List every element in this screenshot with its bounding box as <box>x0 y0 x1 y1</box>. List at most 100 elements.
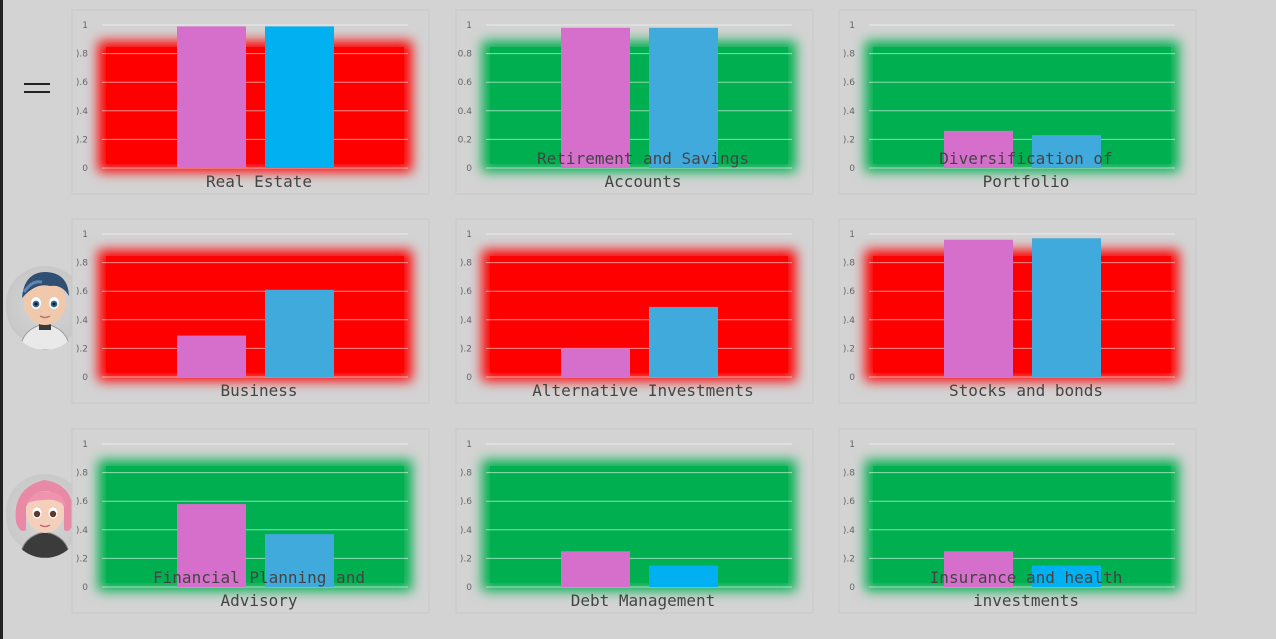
y-tick-label: ).2 <box>843 135 855 145</box>
category-label: Stocks and bonds <box>949 381 1103 400</box>
y-tick-label: 0 <box>849 164 855 174</box>
y-tick-label: ).2 <box>76 344 88 354</box>
y-tick-label: 1 <box>849 230 855 240</box>
category-label: Business <box>220 381 297 400</box>
y-tick-label: 0 <box>849 373 855 383</box>
y-tick-label: ).6 <box>843 497 855 507</box>
y-tick-label: 0.4 <box>458 107 473 117</box>
risk-background-core <box>873 466 1171 583</box>
bar-series-1 <box>944 239 1013 377</box>
y-tick-label: ).6 <box>76 78 88 88</box>
y-tick-label: ).8 <box>843 259 855 269</box>
category-label: investments <box>973 591 1079 610</box>
category-label: Diversification of <box>939 149 1112 168</box>
pink-hair-girl-avatar-icon[interactable] <box>6 470 84 558</box>
category-label: Advisory <box>220 591 297 610</box>
chart-2: 0 0.2 0.4 0.6 0.8 1 Retirement and Savings Acco… <box>455 9 814 195</box>
risk-background-core <box>873 47 1171 164</box>
y-tick-label: 0 <box>82 164 88 174</box>
category-label: Alternative Investments <box>532 381 754 400</box>
y-tick-label: ).2 <box>76 554 88 564</box>
chart-8: 0 ).2 ).4 ).6 ).8 1 Debt Management <box>455 428 814 614</box>
category-label: Retirement and Savings <box>537 149 749 168</box>
y-tick-label: ).6 <box>843 287 855 297</box>
y-tick-label: ).4 <box>76 107 88 117</box>
y-tick-label: 1 <box>466 21 472 31</box>
y-tick-label: ).2 <box>843 344 855 354</box>
y-tick-label: ).8 <box>76 50 88 60</box>
bar-series-1 <box>177 26 246 169</box>
bar-series-2 <box>265 26 334 169</box>
y-tick-label: ).2 <box>843 554 855 564</box>
y-tick-label: ).8 <box>843 469 855 479</box>
y-tick-label: ).6 <box>843 78 855 88</box>
bar-series-2 <box>649 306 718 377</box>
chart-1: 0 ).2 ).4 ).6 ).8 1 Real Estate <box>71 9 430 195</box>
bar-series-1 <box>177 504 246 587</box>
y-tick-label: 1 <box>466 440 472 450</box>
y-tick-label: ).6 <box>460 497 472 507</box>
chart-9: 0).2).4).6).8 1 Insurance and health invest… <box>838 428 1197 614</box>
bar-series-2 <box>1032 238 1101 377</box>
bar-series-2 <box>1032 565 1101 587</box>
y-tick-label: 1 <box>82 230 88 240</box>
bar-series-1 <box>561 27 630 168</box>
y-tick-label: ).4 <box>76 526 88 536</box>
y-tick-label: 0.2 <box>458 135 472 145</box>
y-tick-label: ).2 <box>460 554 472 564</box>
bar-series-2 <box>1032 135 1101 168</box>
y-tick-label: ).6 <box>460 287 472 297</box>
category-label: Accounts <box>604 172 681 191</box>
risk-background-core <box>490 256 788 373</box>
category-label: Financial Planning and <box>153 568 365 587</box>
risk-background-core <box>873 256 1171 373</box>
chart-7: 0 ).2 ).4 ).6 ).8 1 Financial Planning and Advi… <box>71 428 430 614</box>
y-tick-label: ).6 <box>76 497 88 507</box>
hamburger-menu-icon[interactable] <box>24 83 50 95</box>
bar-series-1 <box>177 335 246 377</box>
bar-series-1 <box>944 130 1013 168</box>
y-tick-label: 0.6 <box>458 78 473 88</box>
bar-series-2 <box>265 534 334 587</box>
category-label: Insurance and health <box>930 568 1123 587</box>
y-tick-label: 0 <box>466 373 472 383</box>
y-tick-label: 1 <box>466 230 472 240</box>
y-tick-label: ).8 <box>460 259 472 269</box>
y-tick-label: ).4 <box>76 316 88 326</box>
y-tick-label: ).8 <box>76 259 88 269</box>
category-label: Debt Management <box>571 591 716 610</box>
y-tick-label: ).2 <box>76 135 88 145</box>
y-tick-label: 0 <box>82 583 88 593</box>
bar-series-2 <box>649 565 718 587</box>
y-tick-label: ).4 <box>843 107 855 117</box>
y-tick-label: ).4 <box>460 526 472 536</box>
chart-6: 0 ).2 ).4 ).6 ).8 1 Stocks and bonds <box>838 218 1197 404</box>
risk-background-core <box>106 466 404 583</box>
y-tick-label: 0 <box>82 373 88 383</box>
category-label: Portfolio <box>983 172 1070 191</box>
y-tick-label: ).8 <box>76 469 88 479</box>
chart-4: 0).2).4).6).8 1 Business <box>71 218 430 404</box>
category-label: Real Estate <box>206 172 312 191</box>
y-tick-label: 1 <box>82 440 88 450</box>
risk-background-core <box>106 47 404 164</box>
y-tick-label: ).8 <box>460 469 472 479</box>
chart-5: 0).2).4).6).8 1 Alternative Investments <box>455 218 814 404</box>
y-tick-label: 0 <box>466 583 472 593</box>
bar-series-2 <box>265 289 334 377</box>
y-tick-label: 1 <box>82 21 88 31</box>
bar-series-1 <box>561 551 630 587</box>
y-tick-label: ).4 <box>460 316 472 326</box>
y-tick-label: 0 <box>466 164 472 174</box>
risk-background-core <box>106 256 404 373</box>
bar-series-1 <box>561 348 630 377</box>
y-tick-label: ).8 <box>843 50 855 60</box>
bar-series-2 <box>649 27 718 168</box>
y-tick-label: 1 <box>849 21 855 31</box>
y-tick-label: ).4 <box>843 316 855 326</box>
y-tick-label: 0.8 <box>458 50 473 60</box>
y-tick-label: 1 <box>849 440 855 450</box>
y-tick-label: 0 <box>849 583 855 593</box>
chart-3: 0 ).2 ).4 ).6 ).8 1 Diversification of Portfoli… <box>838 9 1197 195</box>
